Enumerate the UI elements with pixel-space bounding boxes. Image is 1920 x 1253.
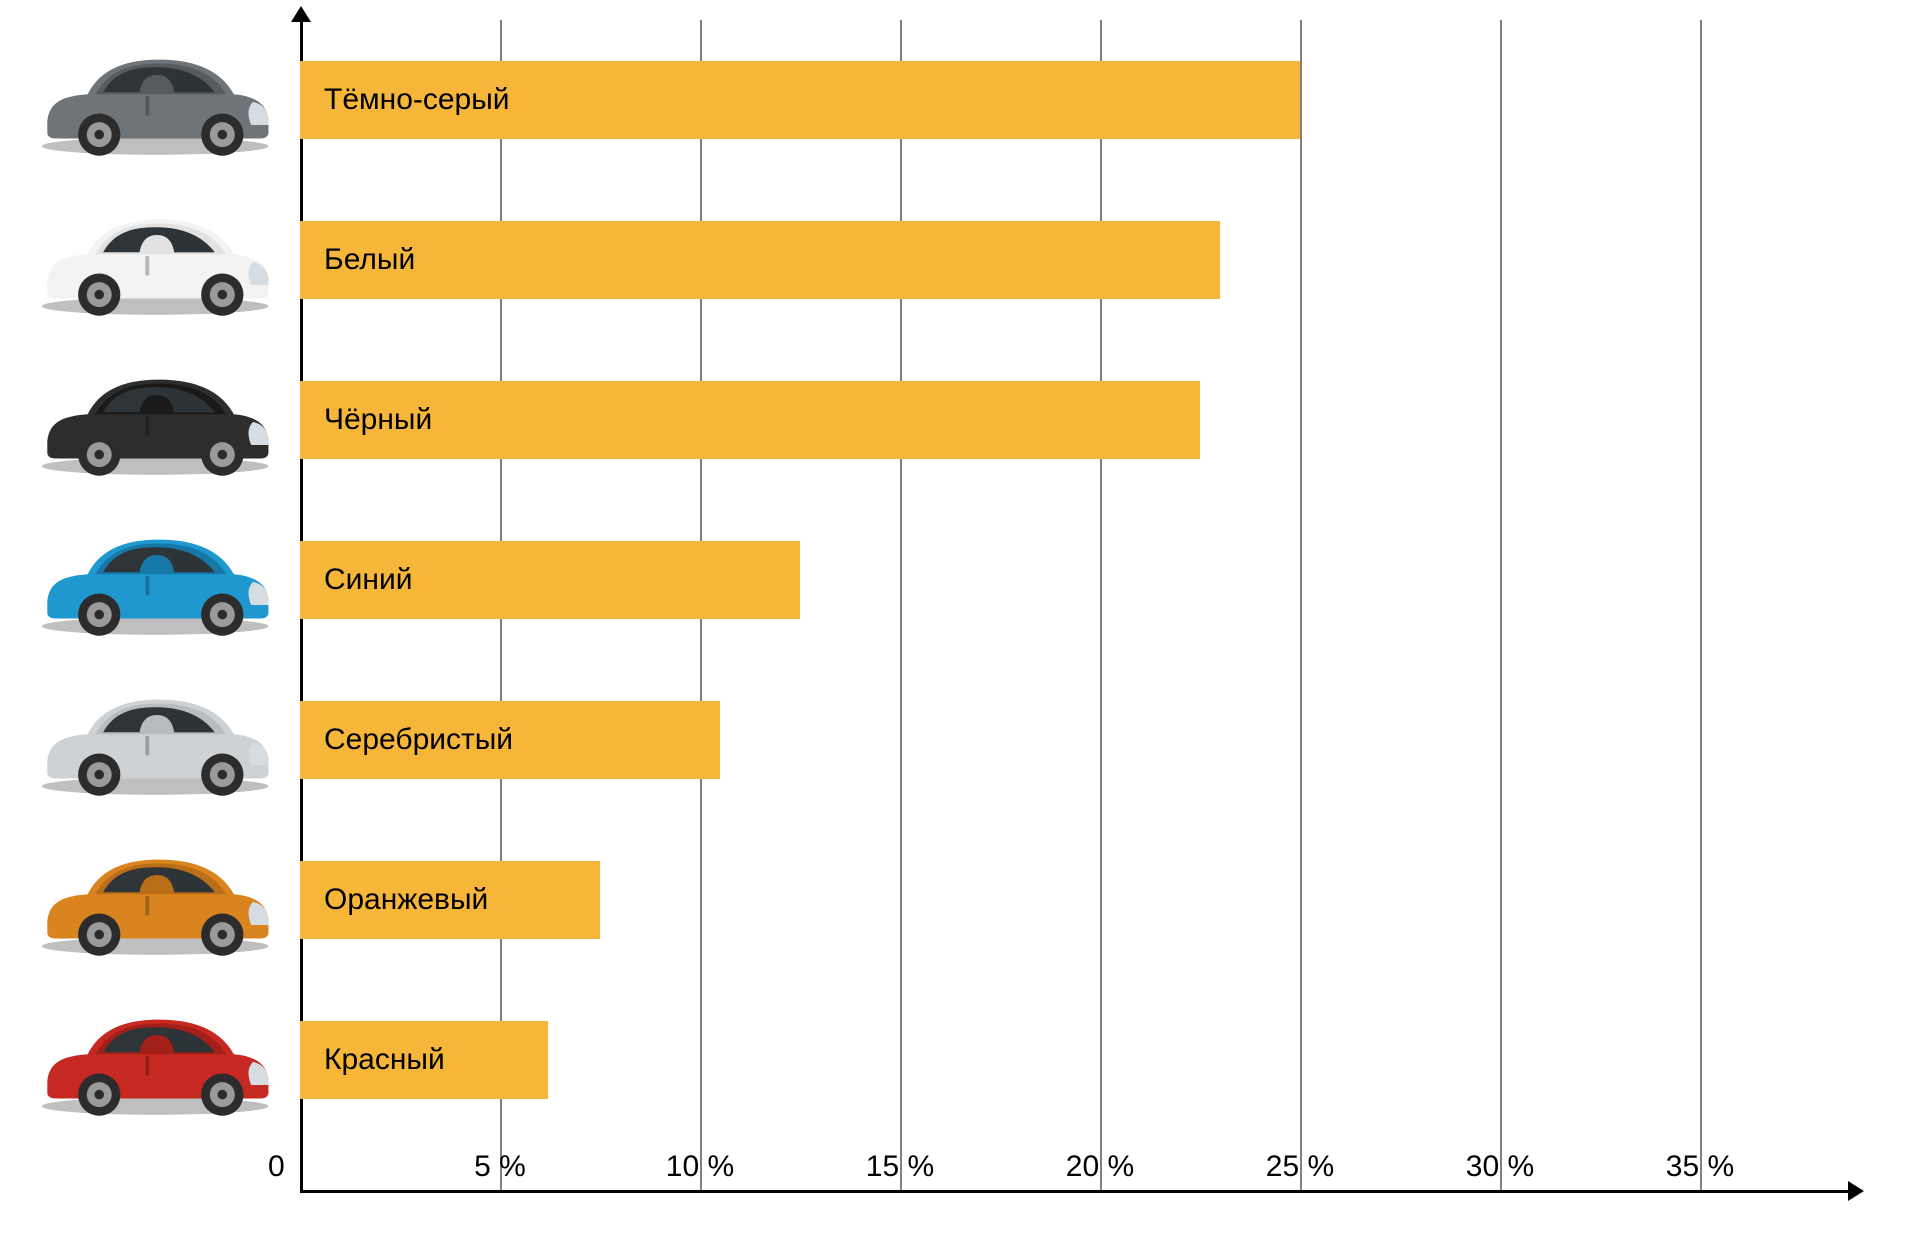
bar: Белый bbox=[300, 221, 1220, 299]
gridline bbox=[1100, 20, 1102, 1190]
bar: Тёмно-серый bbox=[300, 61, 1300, 139]
gridline bbox=[900, 20, 902, 1190]
x-axis-arrow-icon bbox=[1848, 1181, 1864, 1201]
bar: Синий bbox=[300, 541, 800, 619]
car-thumbnail bbox=[20, 20, 290, 180]
x-tick-label: 25 % bbox=[1266, 1150, 1334, 1184]
bar: Красный bbox=[300, 1021, 548, 1099]
plot-area: 5 %10 %15 %20 %25 %30 %35 %0Тёмно-серыйБ… bbox=[300, 20, 1870, 1190]
bar-label: Серебристый bbox=[324, 723, 513, 757]
x-tick-label: 15 % bbox=[866, 1150, 934, 1184]
car-thumbnail-column bbox=[20, 20, 290, 1140]
car-icon bbox=[30, 680, 280, 800]
x-axis bbox=[300, 1190, 1850, 1193]
gridline bbox=[1700, 20, 1702, 1190]
bar-label: Красный bbox=[324, 1043, 445, 1077]
car-thumbnail bbox=[20, 820, 290, 980]
bar-label: Чёрный bbox=[324, 403, 432, 437]
bar: Чёрный bbox=[300, 381, 1200, 459]
car-thumbnail bbox=[20, 980, 290, 1140]
y-axis-arrow-icon bbox=[291, 6, 311, 22]
bar-label: Оранжевый bbox=[324, 883, 488, 917]
x-tick-label: 20 % bbox=[1066, 1150, 1134, 1184]
gridline bbox=[1500, 20, 1502, 1190]
bar-label: Синий bbox=[324, 563, 413, 597]
car-thumbnail bbox=[20, 660, 290, 820]
x-tick-label: 35 % bbox=[1666, 1150, 1734, 1184]
gridline bbox=[1300, 20, 1302, 1190]
car-thumbnail bbox=[20, 180, 290, 340]
x-tick-label: 30 % bbox=[1466, 1150, 1534, 1184]
car-color-popularity-chart: 5 % 10 % 15 % 20 % 25 % 30 % 35 % 0 Тёмно-серый Б… bbox=[0, 0, 1920, 1253]
x-zero-label: 0 bbox=[268, 1150, 285, 1184]
car-icon bbox=[30, 840, 280, 960]
bar: Серебристый bbox=[300, 701, 720, 779]
car-icon bbox=[30, 360, 280, 480]
x-tick-label: 10 % bbox=[666, 1150, 734, 1184]
car-icon bbox=[30, 200, 280, 320]
car-thumbnail bbox=[20, 340, 290, 500]
bar-label: Тёмно-серый bbox=[324, 83, 510, 117]
car-icon bbox=[30, 1000, 280, 1120]
car-thumbnail bbox=[20, 500, 290, 660]
bar: Оранжевый bbox=[300, 861, 600, 939]
x-tick-label: 5 % bbox=[474, 1150, 526, 1184]
bar-label: Белый bbox=[324, 243, 415, 277]
car-icon bbox=[30, 40, 280, 160]
car-icon bbox=[30, 520, 280, 640]
